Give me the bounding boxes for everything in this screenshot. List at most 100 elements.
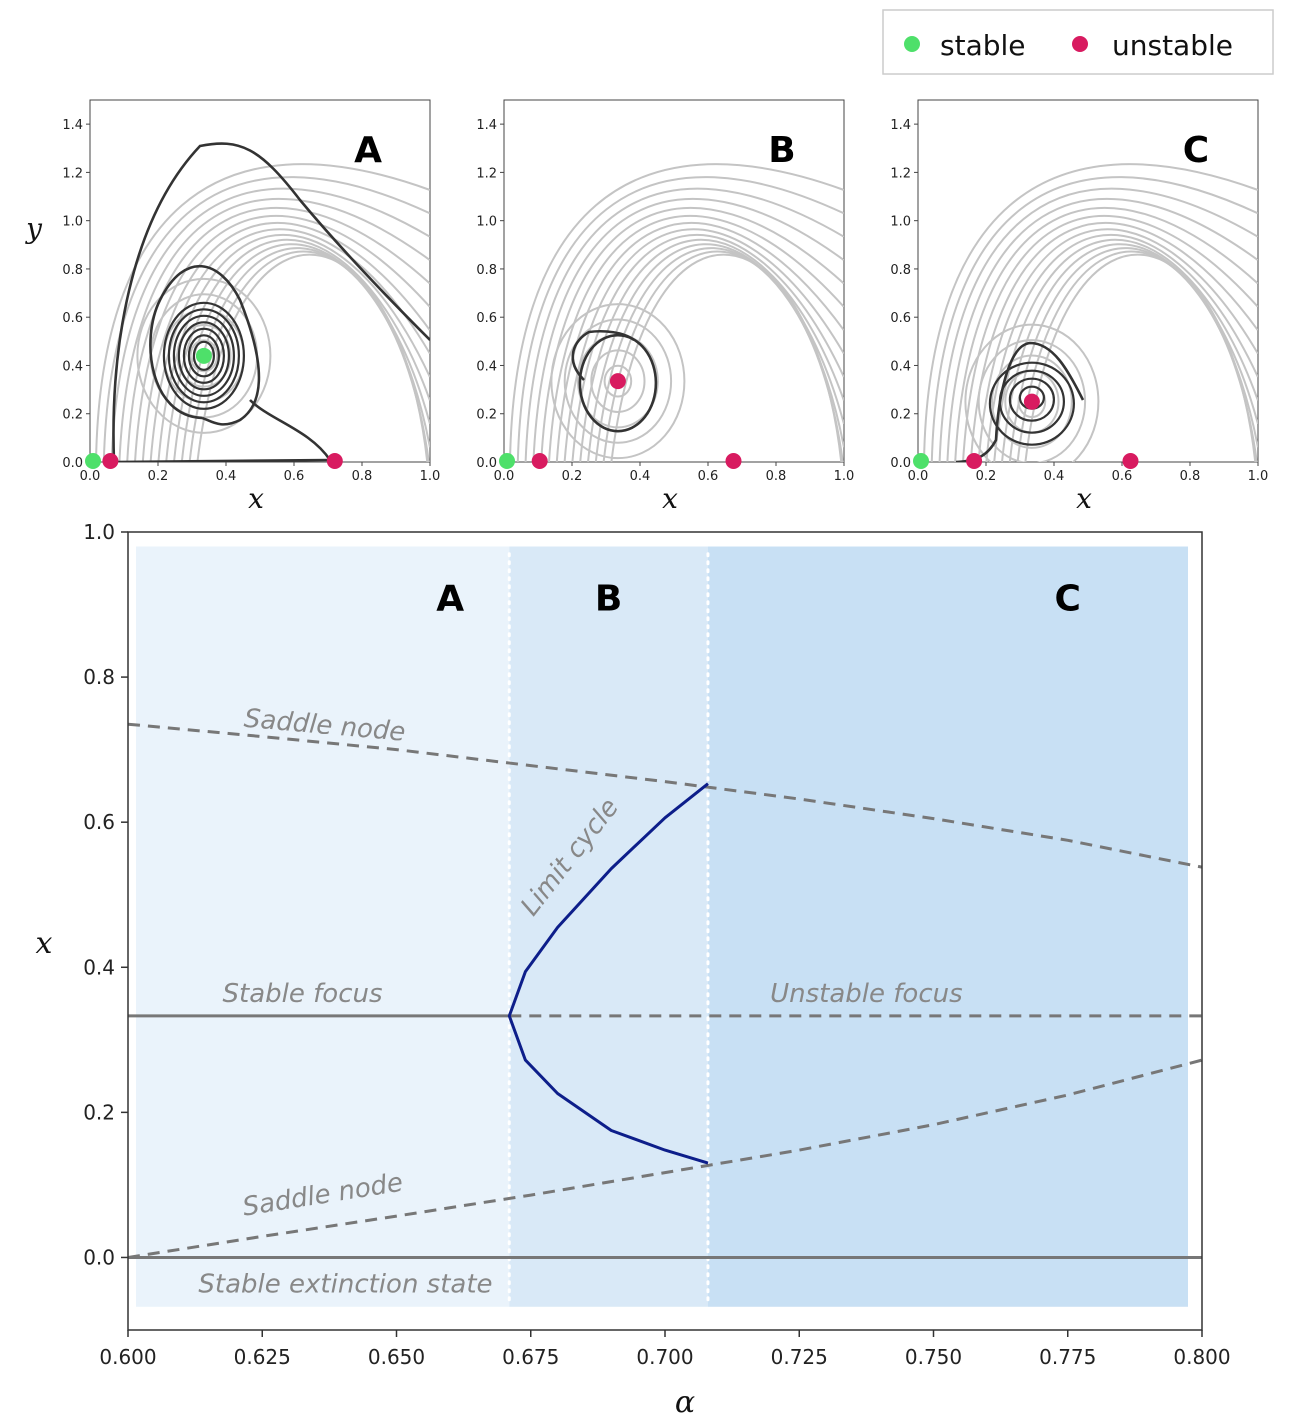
y-tick-label: 0.0 (62, 456, 83, 471)
x-tick-label: 0.6 (698, 469, 719, 484)
y-tick-label: 0.2 (62, 408, 83, 423)
legend-stable-marker (904, 36, 920, 52)
x-tick-label: 0.4 (1044, 469, 1065, 484)
series-line (507, 782, 709, 1165)
x-tick-label: 0.2 (148, 469, 169, 484)
y-tick-label: 0.0 (476, 456, 497, 471)
unstable-fixed-point (725, 453, 742, 469)
panel-letter: B (768, 130, 795, 171)
x-tick-label: 0.0 (80, 469, 101, 484)
stable-fixed-point (499, 453, 515, 469)
streamline (110, 187, 430, 462)
x-tick-label: 0.6 (1112, 469, 1133, 484)
spiral-ring (998, 369, 1066, 434)
unstable-fixed-point (1122, 453, 1139, 469)
unstable-fixed-point (102, 453, 119, 469)
y-tick-label: 0.4 (890, 359, 911, 374)
x-tick-label: 0.800 (1173, 1345, 1230, 1369)
streamline (524, 187, 844, 462)
x-tick-label: 0.2 (562, 469, 583, 484)
streamline (938, 187, 1258, 462)
x-tick-label: 0.675 (502, 1345, 559, 1369)
y-tick-label: 1.4 (890, 118, 911, 133)
panel-letter: C (1183, 130, 1209, 171)
streamline (540, 206, 844, 462)
streamline (165, 238, 430, 462)
x-tick-label: 0.8 (766, 469, 787, 484)
streamline-orbit (189, 339, 219, 373)
streamline (516, 176, 844, 462)
streamline (954, 206, 1258, 462)
trajectories (112, 142, 430, 462)
x-axis-label: x (248, 482, 264, 515)
streamline (930, 176, 1258, 462)
x-tick-label: 0.650 (368, 1345, 425, 1369)
streamline (571, 233, 844, 462)
region-label: A (436, 579, 464, 620)
y-tick-label: 0.8 (83, 665, 115, 689)
streamline-orbit (977, 339, 1087, 462)
series-line (128, 1058, 1202, 1259)
y-tick-label: 0.4 (476, 359, 497, 374)
spiral-ring (172, 314, 235, 397)
streamline (157, 233, 430, 462)
spiral-ring (177, 321, 230, 391)
x-tick-label: 1.0 (834, 469, 855, 484)
x-tick-label: 0.625 (234, 1345, 291, 1369)
y-tick-label: 1.2 (476, 166, 497, 181)
unstable-fixed-point (609, 373, 626, 390)
y-tick-label: 1.4 (62, 118, 83, 133)
streamline (946, 197, 1258, 462)
y-tick-label: 0.8 (62, 263, 83, 278)
y-tick-label: 0.2 (890, 408, 911, 423)
streamline-orbit (176, 324, 232, 388)
x-tick-label: 0.8 (1180, 469, 1201, 484)
stable-fixed-point (85, 453, 101, 469)
legend-stable-label: stable (940, 29, 1026, 62)
streamline (977, 228, 1258, 462)
trajectory-curve (113, 458, 331, 462)
x-axis-label: x (1076, 482, 1092, 515)
region-band (136, 546, 510, 1307)
y-axis-label: y (24, 212, 43, 245)
streamline (134, 215, 430, 462)
y-tick-label: 0.6 (83, 810, 115, 834)
streamline (532, 197, 844, 462)
legend-unstable-label: unstable (1112, 29, 1233, 62)
trajectories (955, 341, 1085, 462)
trajectory-curve (249, 399, 332, 461)
annotation-extinction: Stable extinction state (198, 1269, 492, 1299)
annotation-unstable-focus: Unstable focus (770, 979, 963, 1009)
trajectory-curve (955, 341, 1085, 462)
streamline (126, 206, 430, 462)
annotation-stable-focus: Stable focus (223, 979, 383, 1009)
streamline (149, 228, 430, 462)
panel-letter: A (354, 130, 382, 171)
trajectories (571, 329, 658, 433)
streamline-orbit (550, 303, 686, 460)
streamlines (95, 163, 430, 462)
spiral-ring (167, 308, 240, 404)
phase-portrait-b: 0.0 0.2 0.4 0.6 0.8 1.0 0.0 0.2 0.4 0.6 0.8 1.0 1.2 1… (476, 99, 855, 515)
x-axis-label: x (662, 482, 678, 515)
y-tick-label: 1.2 (890, 166, 911, 181)
region-band (509, 546, 708, 1307)
y-tick-label: 0.6 (62, 311, 83, 326)
y-tick-label: 0.0 (890, 456, 911, 471)
y-tick-label: 0.6 (890, 311, 911, 326)
phase-portrait-c: 0.0 0.2 0.4 0.6 0.8 1.0 0.0 0.2 0.4 0.6 0.8 1.0 1.2 1… (890, 99, 1268, 515)
y-tick-label: 0.2 (83, 1100, 115, 1124)
series-line (128, 722, 1202, 869)
streamline (102, 176, 430, 462)
streamline-orbit (563, 318, 673, 444)
stable-fixed-point (195, 347, 212, 364)
unstable-fixed-point (966, 453, 983, 469)
x-tick-label: 0.725 (771, 1345, 828, 1369)
streamline-orbit (991, 354, 1073, 449)
streamline-orbit (590, 349, 646, 413)
legend-unstable-marker (1072, 36, 1088, 52)
phase-portrait-a: 0.0 0.2 0.4 0.6 0.8 1.0 0.0 0.2 0.4 0.6 0.8 1.0 1.2 1… (24, 99, 440, 515)
spiral-ring (182, 327, 225, 384)
